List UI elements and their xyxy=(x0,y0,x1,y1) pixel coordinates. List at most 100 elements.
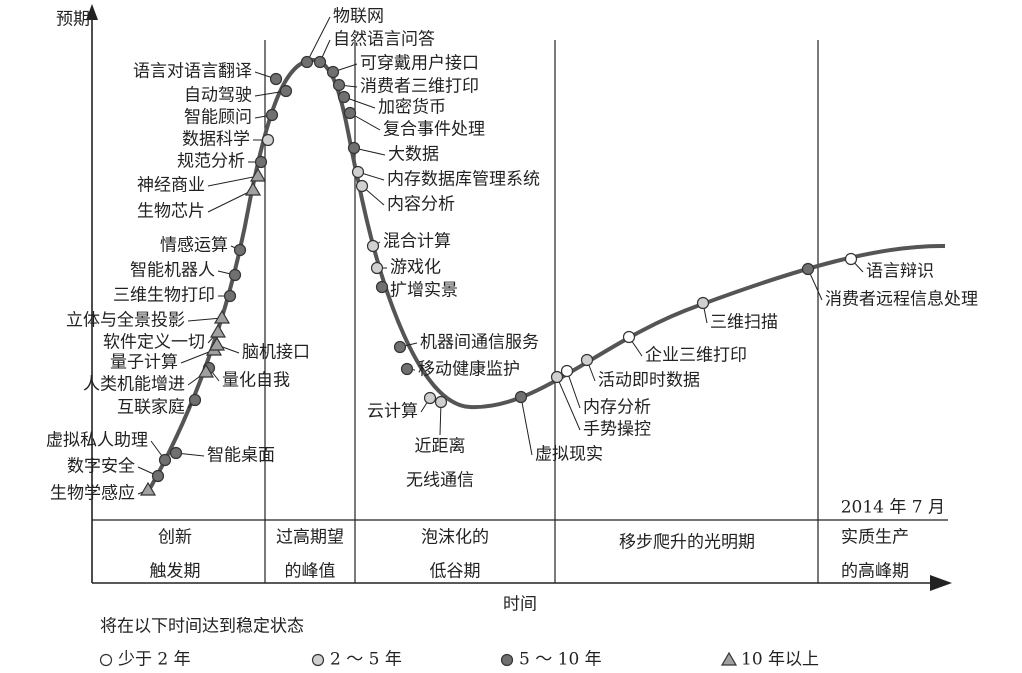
marker xyxy=(208,336,226,351)
marker xyxy=(209,323,227,338)
technology-label: 数据科学 xyxy=(182,130,250,150)
technology-label: 游戏化 xyxy=(390,258,441,278)
marker xyxy=(343,106,357,120)
technology-label: 生物芯片 xyxy=(137,202,205,222)
technology-label: 软件定义一切 xyxy=(103,333,205,353)
x-arrow xyxy=(930,575,952,591)
marker xyxy=(158,453,172,467)
technology-label: 量子计算 xyxy=(110,353,178,373)
technology-label: 智能顾问 xyxy=(184,108,252,128)
technology-label: 虚拟私人助理 xyxy=(46,431,148,451)
technology-label: 三维生物打印 xyxy=(113,286,215,306)
y-arrow xyxy=(86,4,98,20)
technology-label: 大数据 xyxy=(388,145,439,165)
technology-label: 复合事件处理 xyxy=(383,120,485,140)
technology-label: 自动驾驶 xyxy=(184,86,252,106)
technology-label: 企业三维打印 xyxy=(645,346,747,366)
marker xyxy=(550,370,564,384)
marker xyxy=(720,651,738,666)
connector xyxy=(187,317,223,322)
marker xyxy=(801,262,815,276)
technology-label: 生物学感应 xyxy=(50,484,135,504)
marker xyxy=(313,55,327,69)
technology-label: 消费者三维打印 xyxy=(360,77,479,97)
marker xyxy=(265,108,279,122)
marker xyxy=(423,391,437,405)
marker xyxy=(560,364,574,378)
marker xyxy=(249,167,267,182)
connector xyxy=(207,175,259,187)
technology-label: 语言对语言翻译 xyxy=(133,62,252,82)
marker xyxy=(400,362,414,376)
marker xyxy=(375,280,389,294)
marker xyxy=(233,243,247,257)
phase-label: 创新 xyxy=(158,528,192,548)
technology-label: 脑机接口 xyxy=(242,343,310,363)
marker xyxy=(99,653,113,667)
technology-label: 内容分析 xyxy=(387,195,455,215)
technology-label: 物联网 xyxy=(333,7,384,27)
technology-label: 活动即时数据 xyxy=(598,371,700,391)
legend-title: 将在以下时间达到稳定状态 xyxy=(100,617,304,637)
date: 2014 年 7 月 xyxy=(841,498,945,518)
phase-label: 过高期望 xyxy=(276,528,344,548)
marker xyxy=(500,653,514,667)
connector xyxy=(520,396,533,456)
technology-label: 机器间通信服务 xyxy=(420,333,539,353)
marker xyxy=(151,469,165,483)
marker xyxy=(244,181,262,196)
marker xyxy=(139,481,157,496)
technology-label: 三维扫描 xyxy=(710,313,778,333)
legend-label: 2 ～ 5 年 xyxy=(330,650,402,670)
technology-label: 手势操控 xyxy=(583,420,651,440)
technology-label: 立体与全景投影 xyxy=(66,311,185,331)
marker xyxy=(279,84,293,98)
technology-label: 内存分析 xyxy=(583,398,651,418)
technology-label: 虚拟现实 xyxy=(535,445,603,465)
connector xyxy=(306,16,331,63)
legend-label: 5 ～ 10 年 xyxy=(519,650,602,670)
technology-label: 移动健康监护 xyxy=(418,360,520,380)
technology-label: 数字安全 xyxy=(67,457,135,477)
technology-label: 神经商业 xyxy=(137,176,205,196)
marker xyxy=(347,141,361,155)
marker xyxy=(254,155,268,169)
technology-label: 内存数据库管理系统 xyxy=(387,170,540,190)
technology-label: 互联家庭 xyxy=(117,398,185,418)
marker xyxy=(169,446,183,460)
marker xyxy=(261,133,275,147)
marker xyxy=(366,239,380,253)
marker xyxy=(434,395,448,409)
marker xyxy=(337,90,351,104)
marker xyxy=(580,353,594,367)
technology-label: 无线通信 xyxy=(406,471,474,491)
legend-label: 少于 2 年 xyxy=(118,650,191,670)
technology-label: 智能机器人 xyxy=(130,261,215,281)
technology-label: 云计算 xyxy=(367,402,418,422)
phase-label: 实质生产 xyxy=(841,528,909,548)
marker xyxy=(351,165,365,179)
legend-label: 10 年以上 xyxy=(741,650,819,670)
technology-label: 近距离 xyxy=(415,437,466,457)
technology-label: 自然语言问答 xyxy=(333,30,435,50)
marker xyxy=(300,55,314,69)
connector xyxy=(556,376,581,431)
marker xyxy=(370,261,384,275)
technology-label: 情感运算 xyxy=(160,236,228,256)
marker xyxy=(355,179,369,193)
x-axis-label: 时间 xyxy=(503,595,537,615)
phase-label: 移步爬升的光明期 xyxy=(619,533,755,553)
technology-label: 智能桌面 xyxy=(207,446,275,466)
phase-label: 泡沫化的 xyxy=(421,528,489,548)
phase-label: 低谷期 xyxy=(430,562,481,582)
marker xyxy=(223,289,237,303)
phase-label: 的高峰期 xyxy=(841,562,909,582)
phase-label: 触发期 xyxy=(150,562,201,582)
y-axis-label: 预期 xyxy=(56,10,90,30)
marker xyxy=(696,296,710,310)
connector xyxy=(207,189,254,213)
marker xyxy=(514,390,528,404)
hype-curve xyxy=(146,57,946,493)
phase-label: 的峰值 xyxy=(285,562,336,582)
